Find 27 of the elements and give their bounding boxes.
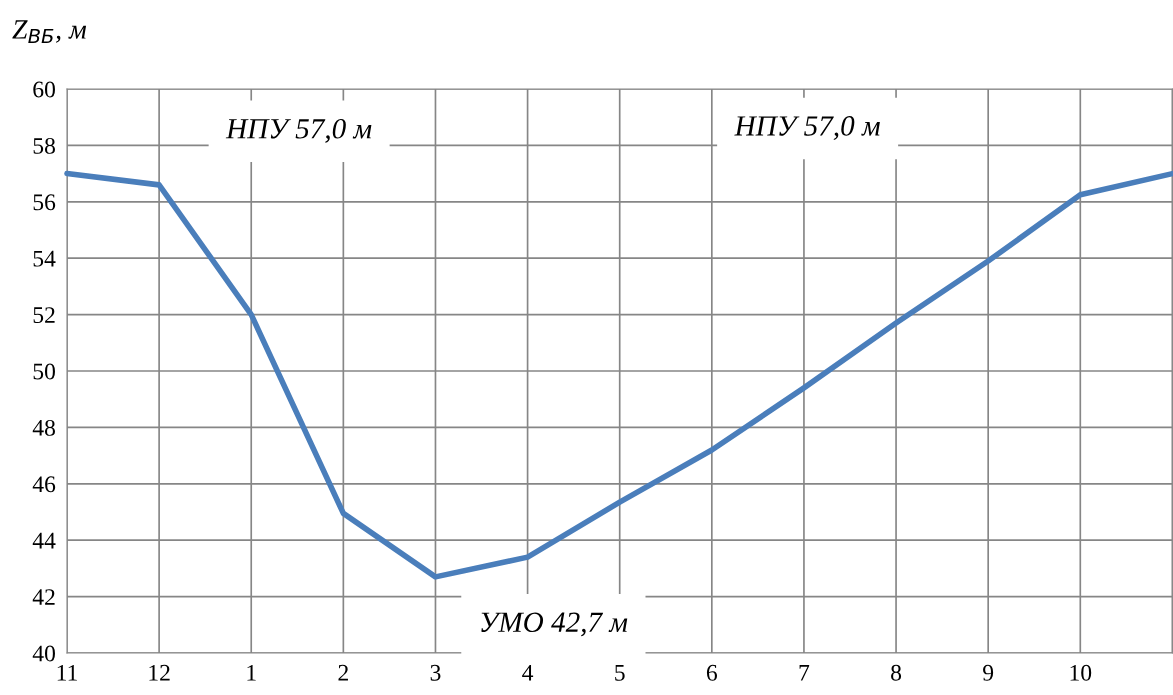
y-tick-label: 50 [33, 363, 55, 380]
x-tick-label: 6 [706, 664, 718, 681]
x-tick-label: 4 [522, 664, 534, 681]
x-tick-label: 12 [149, 664, 170, 681]
annotation: НПУ 57,0 м [734, 116, 880, 140]
y-tick-label: 46 [32, 476, 56, 493]
y-tick-label: 48 [32, 419, 55, 436]
x-tick-label: 9 [983, 664, 994, 681]
y-tick-label: 52 [33, 307, 55, 324]
x-tick-label: 2 [338, 664, 348, 681]
y-tick-label: 56 [33, 194, 56, 211]
y-axis-title: Z$_{ВБ}$, м [12, 20, 87, 44]
x-tick-label: 8 [891, 664, 902, 681]
x-tick-label: 3 [430, 664, 441, 681]
x-tick-label: 11 [57, 664, 77, 681]
y-tick-label: 40 [32, 645, 55, 662]
y-tick-label: 42 [32, 589, 55, 605]
y-tick-label: 54 [33, 250, 56, 267]
x-tick-label: 1 [247, 664, 256, 681]
x-tick-label: 10 [1070, 664, 1092, 681]
x-tick-label: 5 [615, 665, 625, 681]
annotation: УМО 42,7 м [481, 612, 628, 637]
x-tick-label: 7 [799, 665, 810, 681]
y-tick-label: 44 [32, 532, 56, 549]
y-tick-label: 60 [33, 81, 55, 98]
annotation: НПУ 57,0 м [225, 118, 372, 143]
y-tick-label: 58 [33, 137, 55, 154]
